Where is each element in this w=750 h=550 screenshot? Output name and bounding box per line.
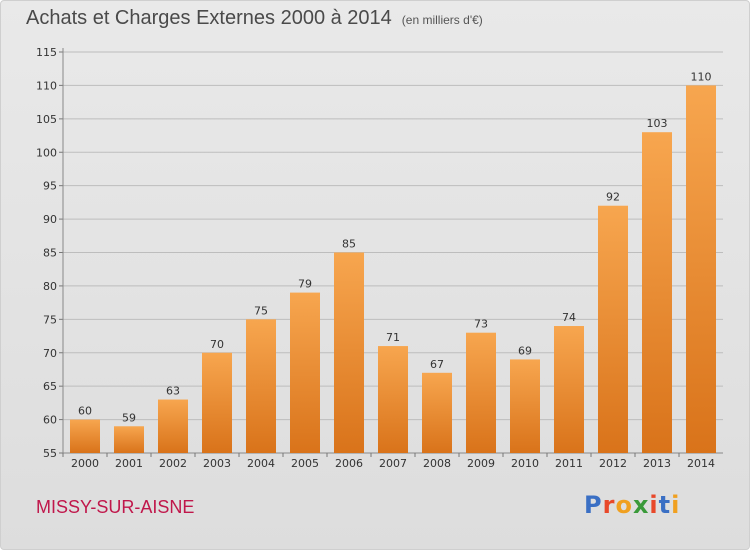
logo-letter: P — [584, 491, 603, 519]
y-tick-label: 100 — [36, 146, 57, 159]
logo-letter: o — [615, 491, 633, 519]
y-tick-label: 70 — [43, 347, 57, 360]
bar — [510, 359, 540, 453]
value-label: 63 — [166, 385, 180, 398]
x-tick-label: 2006 — [335, 457, 363, 470]
value-label: 73 — [474, 318, 488, 331]
value-label: 75 — [254, 304, 268, 317]
x-tick-label: 2014 — [687, 457, 715, 470]
proxiti-logo[interactable]: Proxiti — [584, 491, 680, 519]
y-tick-label: 95 — [43, 180, 57, 193]
bar — [554, 326, 584, 453]
x-tick-label: 2008 — [423, 457, 451, 470]
x-tick-label: 2013 — [643, 457, 671, 470]
title-text: Achats et Charges Externes 2000 à 2014 — [26, 7, 392, 29]
bar — [642, 132, 672, 453]
value-label: 79 — [298, 278, 312, 291]
bar — [202, 352, 232, 453]
x-tick-label: 2007 — [379, 457, 407, 470]
chart-title: Achats et Charges Externes 2000 à 2014 (e… — [26, 7, 483, 30]
bars — [70, 85, 716, 454]
value-label: 92 — [606, 191, 620, 204]
y-tick-label: 90 — [43, 213, 57, 226]
bar — [70, 419, 100, 453]
bar — [114, 426, 144, 453]
chart-subtitle: (en milliers d'€) — [401, 13, 483, 27]
x-tick-label: 2010 — [511, 457, 539, 470]
x-tick-label: 2004 — [247, 457, 275, 470]
x-tick-label: 2011 — [555, 457, 583, 470]
value-label: 70 — [210, 338, 224, 351]
place-name: MISSY-SUR-AISNE — [36, 497, 195, 517]
value-label: 74 — [562, 311, 576, 324]
value-label: 67 — [430, 358, 444, 371]
bar — [334, 252, 364, 453]
bar — [466, 332, 496, 453]
x-tick-label: 2002 — [159, 457, 187, 470]
value-label: 85 — [342, 238, 356, 251]
logo-letter: x — [632, 491, 650, 519]
y-tick-label: 60 — [43, 414, 57, 427]
x-tick-label: 2012 — [599, 457, 627, 470]
value-label: 69 — [518, 344, 532, 357]
bar — [246, 319, 276, 453]
logo-letter: i — [671, 491, 681, 519]
x-tick-label: 2001 — [115, 457, 143, 470]
value-label: 110 — [691, 70, 712, 83]
bar — [290, 292, 320, 453]
bar — [378, 346, 408, 453]
y-tick-label: 75 — [43, 313, 57, 326]
logo-letter: t — [658, 491, 672, 519]
logo-letter: r — [602, 491, 616, 519]
y-tick-label: 105 — [36, 113, 57, 126]
y-tick-label: 115 — [36, 46, 57, 59]
y-tick-labels: 55 60 65 70 75 80 85 90 95 100 105 110 115 — [36, 46, 57, 460]
x-tick-label: 2005 — [291, 457, 319, 470]
value-labels: 60 59 63 70 75 79 85 71 67 73 69 74 92 103 110 — [78, 70, 712, 424]
x-tick-label: 2000 — [71, 457, 99, 470]
x-tick-label: 2003 — [203, 457, 231, 470]
bar — [686, 85, 716, 454]
y-tick-label: 85 — [43, 247, 57, 260]
y-tick-label: 55 — [43, 447, 57, 460]
value-label: 71 — [386, 331, 400, 344]
y-tick-label: 80 — [43, 280, 57, 293]
x-tick-labels: 2000 2001 2002 2003 2004 2005 2006 2007 2008 2009… — [71, 457, 715, 470]
bar — [422, 372, 452, 453]
value-label: 103 — [647, 117, 668, 130]
x-tick-label: 2009 — [467, 457, 495, 470]
value-label: 60 — [78, 405, 92, 418]
y-tick-label: 110 — [36, 79, 57, 92]
bar — [158, 399, 188, 453]
logo-letter: i — [649, 491, 659, 519]
y-tick-label: 65 — [43, 380, 57, 393]
value-label: 59 — [122, 411, 136, 424]
bar — [598, 205, 628, 453]
